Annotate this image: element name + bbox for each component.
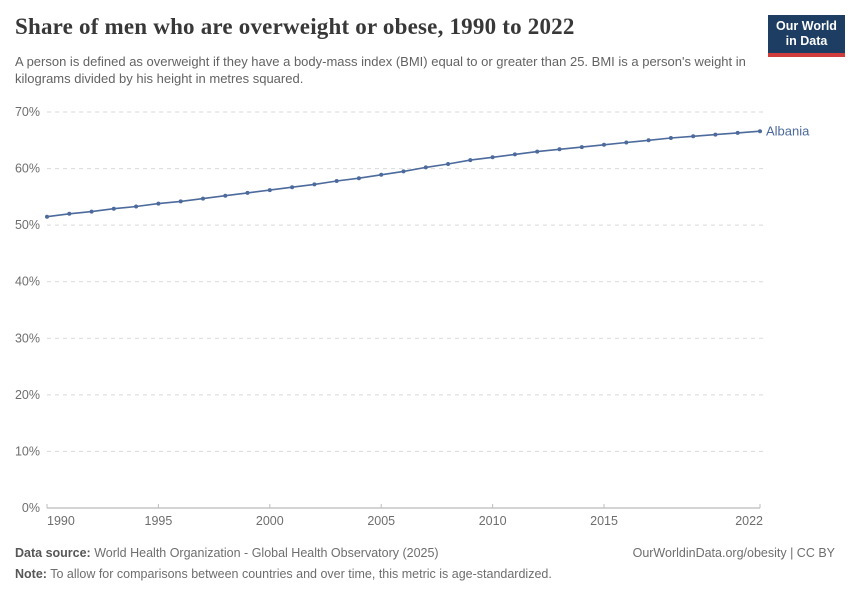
- data-point-1994[interactable]: [134, 204, 139, 209]
- data-point-2019[interactable]: [691, 134, 696, 139]
- data-point-2007[interactable]: [423, 165, 428, 170]
- x-tick-label-2022: 2022: [735, 514, 763, 528]
- data-point-2020[interactable]: [713, 132, 718, 137]
- data-point-2014[interactable]: [579, 145, 584, 150]
- data-point-1993[interactable]: [111, 206, 116, 211]
- data-point-1992[interactable]: [89, 209, 94, 214]
- series-line-albania[interactable]: [46, 130, 761, 218]
- gridlines: [47, 111, 763, 509]
- data-point-1991[interactable]: [67, 211, 72, 216]
- data-point-2015[interactable]: [602, 142, 606, 147]
- data-point-2005[interactable]: [379, 172, 384, 177]
- y-axis-labels: 0% 10% 20% 30% 40% 50% 60% 70%: [15, 105, 40, 515]
- data-point-1995[interactable]: [156, 201, 161, 206]
- y-tick-label-50: 50%: [15, 218, 40, 232]
- owid-url-license[interactable]: OurWorldinData.org/obesity | CC BY: [632, 546, 835, 560]
- data-point-2002[interactable]: [312, 182, 317, 187]
- data-point-2003[interactable]: [334, 179, 339, 183]
- y-tick-label-60: 60%: [15, 162, 40, 176]
- data-point-2010[interactable]: [490, 155, 495, 160]
- series-points-albania: [45, 129, 762, 219]
- data-point-2016[interactable]: [624, 140, 629, 145]
- data-source-label: Data source:: [15, 546, 91, 560]
- data-point-2001[interactable]: [290, 185, 295, 190]
- data-point-1999[interactable]: [245, 190, 250, 195]
- y-tick-label-10: 10%: [15, 444, 40, 458]
- note-label: Note:: [15, 567, 47, 581]
- x-tick-label-1990: 1990: [47, 514, 75, 528]
- data-point-1996[interactable]: [178, 199, 183, 204]
- data-source-text: World Health Organization - Global Healt…: [94, 546, 439, 560]
- data-point-2013[interactable]: [557, 147, 562, 152]
- x-axis: 1990 1995 2000 2005 2010 2015 2022: [46, 504, 763, 528]
- data-point-2000[interactable]: [267, 188, 272, 193]
- x-tick-label-2005: 2005: [367, 514, 395, 528]
- line-chart: 0% 10% 20% 30% 40% 50% 60% 70% 1990 1995 2000 2005 2…: [15, 105, 810, 528]
- y-tick-label-40: 40%: [15, 275, 40, 289]
- y-tick-label-20: 20%: [15, 388, 40, 402]
- chart-footer: Data source: World Health Organization -…: [15, 546, 835, 581]
- data-point-2004[interactable]: [356, 176, 361, 181]
- note-line: Note: To allow for comparisons between c…: [15, 567, 552, 581]
- data-point-2017[interactable]: [646, 138, 651, 143]
- data-point-1997[interactable]: [201, 196, 205, 201]
- series-end-label[interactable]: Albania: [766, 124, 810, 139]
- note-text: To allow for comparisons between countri…: [50, 567, 552, 581]
- data-source-line: Data source: World Health Organization -…: [15, 546, 439, 560]
- data-point-2022[interactable]: [758, 129, 762, 134]
- x-tick-label-2010: 2010: [479, 514, 507, 528]
- data-point-1990[interactable]: [45, 214, 49, 219]
- x-tick-label-1995: 1995: [145, 514, 173, 528]
- data-point-2012[interactable]: [535, 149, 540, 154]
- data-point-2006[interactable]: [401, 169, 406, 174]
- owid-logo[interactable]: Our World in Data: [768, 15, 845, 57]
- y-tick-label-0: 0%: [22, 501, 40, 515]
- data-point-2009[interactable]: [468, 158, 473, 163]
- chart-subtitle: A person is defined as overweight if the…: [15, 54, 746, 87]
- data-point-2018[interactable]: [668, 136, 673, 140]
- data-point-1998[interactable]: [223, 193, 228, 198]
- data-point-2008[interactable]: [446, 162, 451, 166]
- data-point-2021[interactable]: [735, 130, 740, 135]
- x-tick-label-2015: 2015: [590, 514, 618, 528]
- owid-logo-line2: in Data: [785, 33, 828, 48]
- y-tick-label-30: 30%: [15, 331, 40, 345]
- owid-logo-line1: Our World: [776, 19, 837, 33]
- page-title: Share of men who are overweight or obese…: [15, 14, 575, 39]
- x-tick-label-2000: 2000: [256, 514, 284, 528]
- data-point-2011[interactable]: [512, 152, 517, 157]
- y-tick-label-70: 70%: [15, 105, 40, 119]
